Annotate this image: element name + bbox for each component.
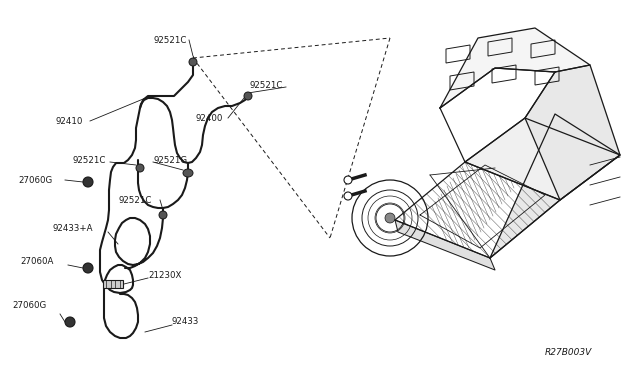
Text: 92521C: 92521C: [153, 35, 186, 45]
Polygon shape: [490, 114, 620, 258]
Polygon shape: [440, 28, 590, 108]
Text: 92400: 92400: [195, 113, 222, 122]
Text: 92521G: 92521G: [153, 155, 187, 164]
Text: 21230X: 21230X: [148, 272, 181, 280]
Polygon shape: [395, 162, 560, 258]
Text: R27B003V: R27B003V: [545, 348, 592, 357]
Circle shape: [83, 263, 93, 273]
Text: 92521C: 92521C: [118, 196, 152, 205]
Polygon shape: [395, 220, 495, 270]
Text: 92433+A: 92433+A: [52, 224, 93, 232]
Text: 27060G: 27060G: [18, 176, 52, 185]
Circle shape: [65, 317, 75, 327]
Text: 92410: 92410: [55, 116, 83, 125]
Circle shape: [385, 213, 395, 223]
Text: 27060G: 27060G: [12, 301, 46, 311]
Ellipse shape: [183, 169, 193, 177]
Polygon shape: [440, 68, 555, 162]
Circle shape: [136, 164, 144, 172]
Text: 92433: 92433: [172, 317, 200, 327]
Polygon shape: [525, 65, 620, 200]
Text: 92521C: 92521C: [72, 155, 106, 164]
Circle shape: [244, 92, 252, 100]
Circle shape: [344, 192, 352, 200]
Circle shape: [189, 58, 197, 66]
Circle shape: [159, 211, 167, 219]
Polygon shape: [465, 118, 620, 200]
Circle shape: [83, 177, 93, 187]
Circle shape: [344, 176, 352, 184]
Text: 92521C: 92521C: [250, 80, 284, 90]
FancyBboxPatch shape: [103, 280, 123, 288]
Text: 27060A: 27060A: [20, 257, 53, 266]
